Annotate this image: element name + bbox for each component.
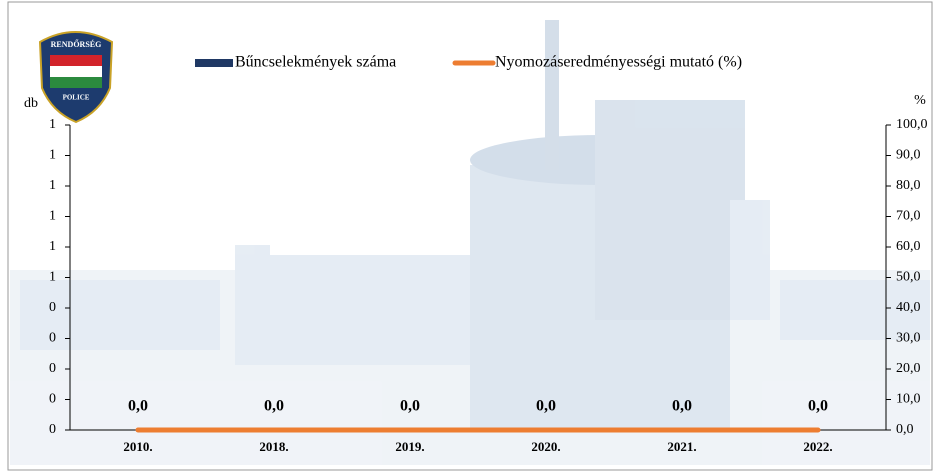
y2-tick-label: 100,0: [896, 117, 928, 132]
logo: RENDŐRSÉG POLICE: [38, 31, 114, 124]
y-tick-label: 1: [49, 239, 56, 254]
y-tick-label: 0: [49, 392, 56, 407]
y-tick-label: 1: [49, 148, 56, 163]
legend-swatch: [195, 59, 233, 67]
x-tick-label: 2022.: [803, 439, 832, 454]
legend-label: Nyomozáseredményességi mutató (%): [495, 54, 742, 71]
y2-tick-label: 60,0: [896, 239, 921, 254]
y2-tick-label: 20,0: [896, 361, 921, 376]
data-label: 0,0: [672, 398, 692, 415]
y-tick-label: 1: [49, 178, 56, 193]
y2-tick-label: 70,0: [896, 209, 921, 224]
x-tick-label: 2020.: [531, 439, 560, 454]
y2-tick-label: 10,0: [896, 392, 921, 407]
data-label: 0,0: [536, 398, 556, 415]
y2-tick-label: 90,0: [896, 148, 921, 163]
y-tick-label: 1: [49, 270, 56, 285]
y-tick-label: 0: [49, 361, 56, 376]
legend-label: Bűncselekmények száma: [235, 54, 396, 71]
y-axis-title: db: [24, 96, 38, 111]
logo-top-text: RENDŐRSÉG: [51, 39, 102, 49]
x-tick-label: 2021.: [667, 439, 696, 454]
y2-tick-label: 80,0: [896, 178, 921, 193]
y2-tick-label: 30,0: [896, 331, 921, 346]
y2-tick-label: 0,0: [896, 422, 914, 437]
y-tick-label: 1: [49, 117, 56, 132]
data-label: 0,0: [808, 398, 828, 415]
y2-tick-label: 40,0: [896, 300, 921, 315]
y2-axis-title: %: [914, 93, 926, 108]
data-label: 0,0: [264, 398, 284, 415]
y-tick-label: 0: [49, 300, 56, 315]
logo-bottom-text: POLICE: [63, 94, 90, 102]
y-tick-label: 0: [49, 422, 56, 437]
data-label: 0,0: [400, 398, 420, 415]
x-tick-label: 2010.: [123, 439, 152, 454]
y-tick-label: 0: [49, 331, 56, 346]
x-tick-label: 2018.: [259, 439, 288, 454]
y-tick-label: 1: [49, 209, 56, 224]
data-label: 0,0: [128, 398, 148, 415]
x-tick-label: 2019.: [395, 439, 424, 454]
y2-tick-label: 50,0: [896, 270, 921, 285]
